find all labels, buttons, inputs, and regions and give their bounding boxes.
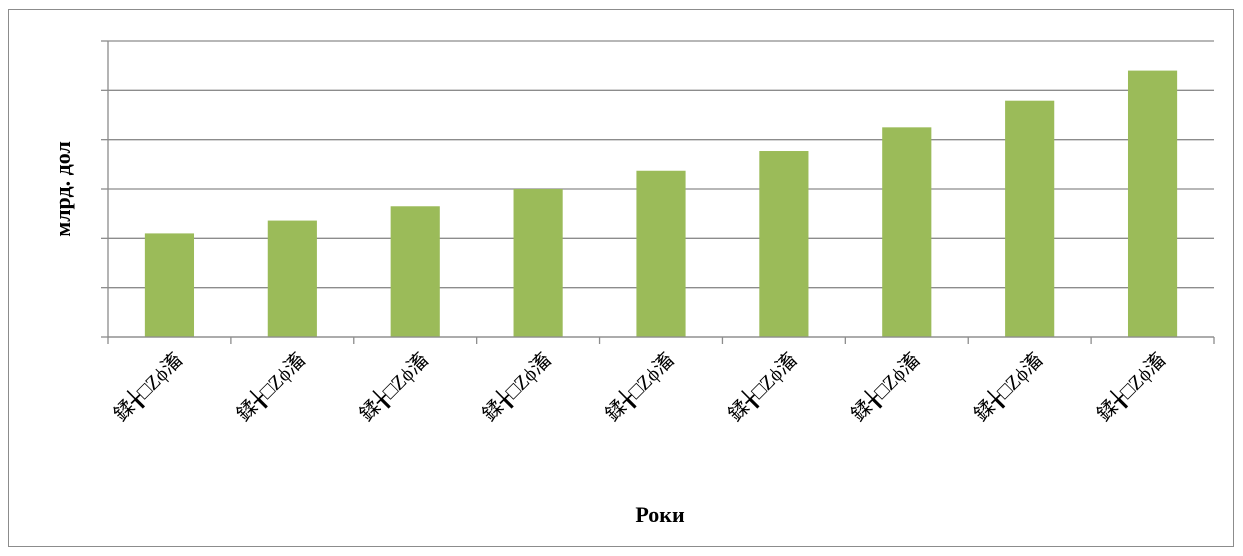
y-axis-label: млрд. дол xyxy=(50,141,75,237)
bar xyxy=(390,206,440,337)
x-tick-label: 鍒╁□Ζϕ滀 xyxy=(354,348,432,426)
x-tick-label: 鍒╁□Ζϕ滀 xyxy=(109,348,187,426)
bar xyxy=(1127,70,1178,337)
x-tick-label: 鍒╁□Ζϕ滀 xyxy=(846,348,924,426)
bar xyxy=(1005,100,1055,338)
x-axis-label: Роки xyxy=(635,502,685,527)
bar xyxy=(882,127,932,337)
x-tick-label: 鍒╁□Ζϕ滀 xyxy=(1092,348,1170,426)
axes xyxy=(101,40,1215,344)
category-labels: 鍒╁□Ζϕ滀 鍒╁□Ζϕ滀 鍒╁□Ζϕ滀 鍒╁□Ζϕ滀 鍒╁□Ζϕ滀 鍒╁□Ζϕ滀 鍒╁□Ζ… xyxy=(109,348,1171,426)
x-tick-label: 鍒╁□Ζϕ滀 xyxy=(723,348,801,426)
bars xyxy=(144,70,1178,338)
bar xyxy=(144,233,195,337)
bar xyxy=(267,220,317,337)
bar xyxy=(636,170,686,337)
x-tick-label: 鍒╁□Ζϕ滀 xyxy=(600,348,678,426)
x-tick-label: 鍒╁□Ζϕ滀 xyxy=(969,348,1047,426)
bar xyxy=(759,151,809,337)
x-tick-label: 鍒╁□Ζϕ滀 xyxy=(231,348,309,426)
bar xyxy=(513,189,563,337)
x-tick-label: 鍒╁□Ζϕ滀 xyxy=(477,348,555,426)
